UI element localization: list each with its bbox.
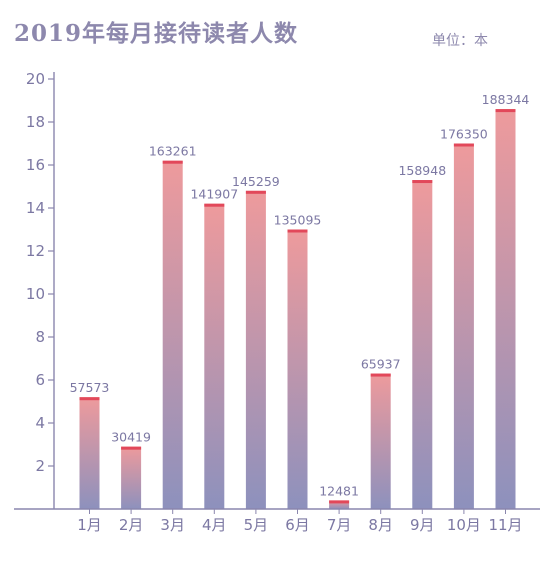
bar-cap <box>453 143 474 147</box>
bars <box>79 109 516 510</box>
bar-cap <box>79 397 100 401</box>
y-tick-label: 6 <box>35 371 45 389</box>
bar <box>370 373 391 509</box>
bar <box>287 229 308 509</box>
data-label: 188344 <box>482 92 530 107</box>
y-tick-label: 18 <box>26 113 45 131</box>
unit-label: 单位：本 <box>432 33 488 49</box>
bar <box>162 160 183 509</box>
bar-cap <box>370 373 391 377</box>
y-tick-label: 4 <box>35 414 45 432</box>
y-axis: 2 4 6 8 10 12 14 16 18 20 <box>26 70 55 509</box>
bar-cap <box>412 180 433 184</box>
bar <box>329 500 350 509</box>
bar <box>245 190 266 510</box>
bar-cap <box>495 109 516 113</box>
x-tick-label: 2月 <box>119 516 144 534</box>
x-tick-label: 11月 <box>488 516 522 534</box>
bar <box>412 180 433 510</box>
x-tick-label: 5月 <box>244 516 269 534</box>
x-tick-label: 4月 <box>202 516 227 534</box>
bar <box>453 143 474 509</box>
bar-cap <box>162 160 183 164</box>
bar <box>121 446 142 509</box>
y-tick-label: 8 <box>35 328 45 346</box>
data-label: 57573 <box>70 380 110 395</box>
y-tick-label: 2 <box>35 457 45 475</box>
x-tick-label: 7月 <box>327 516 352 534</box>
y-tick-label: 12 <box>26 242 45 260</box>
bar-cap <box>287 229 308 233</box>
bar-cap <box>121 446 142 450</box>
x-tick-label: 10月 <box>447 516 481 534</box>
x-axis: 1月 2月 3月 4月 5月 6月 7月 8月 9月 10月 11月 <box>14 508 540 534</box>
x-tick-label: 1月 <box>77 516 102 534</box>
y-tick-label: 14 <box>26 199 45 217</box>
data-label: 12481 <box>319 483 359 498</box>
bar-cap <box>204 203 225 207</box>
data-label: 163261 <box>149 144 197 159</box>
x-tick-label: 3月 <box>160 516 185 534</box>
bar <box>495 109 516 509</box>
data-label: 176350 <box>440 127 488 142</box>
x-tick-label: 6月 <box>285 516 310 534</box>
bar-cap <box>329 500 350 504</box>
y-tick-label: 20 <box>26 70 45 88</box>
data-label: 135095 <box>274 213 322 228</box>
x-tick-label: 8月 <box>368 516 393 534</box>
y-tick-label: 10 <box>26 285 45 303</box>
bar <box>79 397 100 509</box>
bar-cap <box>245 190 266 194</box>
data-label: 65937 <box>361 357 401 372</box>
data-label: 145259 <box>232 174 280 189</box>
data-label: 141907 <box>190 187 238 202</box>
x-tick-label: 9月 <box>410 516 435 534</box>
chart-title: 2019年每月接待读者人数 <box>14 20 299 47</box>
data-label: 30419 <box>111 430 151 445</box>
bar <box>204 203 225 509</box>
y-tick-label: 16 <box>26 156 45 174</box>
data-label: 158948 <box>398 163 446 178</box>
